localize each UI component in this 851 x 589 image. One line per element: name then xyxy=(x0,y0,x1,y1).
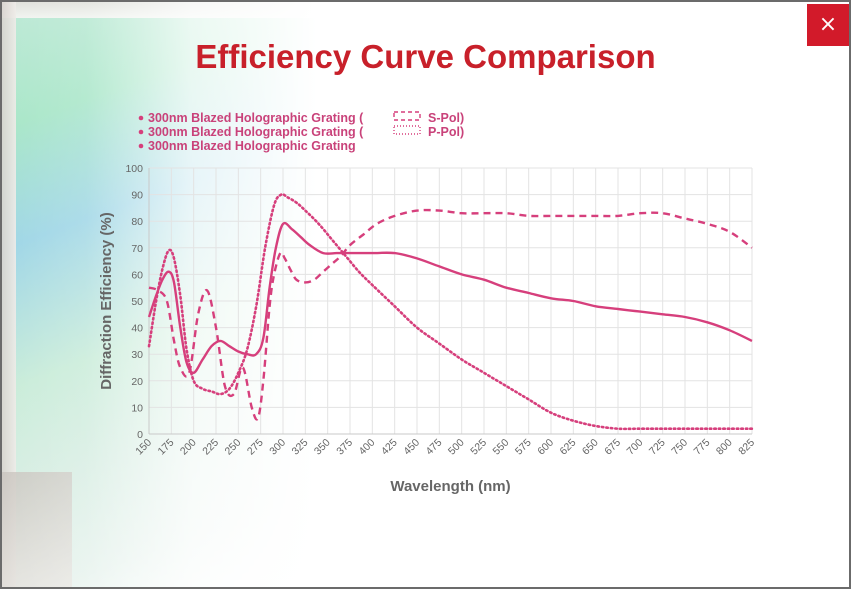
close-button[interactable]: × xyxy=(807,4,849,46)
y-tick-label: 80 xyxy=(131,216,143,228)
series-line-solid xyxy=(147,221,753,375)
y-tick-label: 60 xyxy=(131,269,143,281)
legend-bullet xyxy=(138,143,144,149)
x-axis-title: Wavelength (nm) xyxy=(390,478,510,495)
legend-label-suffix: S-Pol) xyxy=(428,111,464,125)
x-tick-label: 550 xyxy=(491,437,512,458)
legend-swatch-dashed xyxy=(393,111,421,121)
series-line-dotted xyxy=(147,192,754,431)
x-tick-label: 225 xyxy=(200,437,221,458)
y-axis-title: Diffraction Efficiency (%) xyxy=(98,212,115,390)
series-line-dashed xyxy=(148,208,753,421)
y-tick-label: 20 xyxy=(131,376,143,388)
x-tick-label: 575 xyxy=(513,437,534,458)
legend-label-suffix: P-Pol) xyxy=(428,125,464,139)
x-tick-label: 700 xyxy=(625,437,646,458)
x-tick-label: 750 xyxy=(669,437,690,458)
legend-label: 300nm Blazed Holographic Grating xyxy=(148,139,356,153)
x-tick-label: 650 xyxy=(580,437,601,458)
y-tick-label: 90 xyxy=(131,190,143,202)
y-tick-label: 30 xyxy=(131,349,143,361)
y-tick-label: 70 xyxy=(131,243,143,255)
x-tick-label: 500 xyxy=(446,437,467,458)
legend-swatch-dotted xyxy=(393,125,421,135)
y-tick-label: 40 xyxy=(131,323,143,335)
legend-bullet xyxy=(138,129,144,135)
y-tick-label: 100 xyxy=(125,163,143,175)
x-tick-label: 325 xyxy=(290,437,311,458)
legend-bullet xyxy=(138,115,144,121)
x-tick-label: 375 xyxy=(334,437,355,458)
x-tick-label: 400 xyxy=(357,437,378,458)
x-tick-label: 775 xyxy=(692,437,713,458)
x-tick-label: 300 xyxy=(267,437,288,458)
chart-title: Efficiency Curve Comparison xyxy=(195,38,656,75)
legend-label: 300nm Blazed Holographic Grating ( xyxy=(148,111,364,125)
x-tick-label: 275 xyxy=(245,437,266,458)
x-tick-label: 175 xyxy=(156,437,177,458)
x-tick-label: 425 xyxy=(379,437,400,458)
x-tick-label: 350 xyxy=(312,437,333,458)
x-tick-label: 600 xyxy=(535,437,556,458)
x-tick-label: 250 xyxy=(223,437,244,458)
y-tick-label: 0 xyxy=(137,429,143,441)
x-tick-label: 725 xyxy=(647,437,668,458)
x-tick-label: 675 xyxy=(602,437,623,458)
x-tick-label: 200 xyxy=(178,437,199,458)
x-tick-label: 475 xyxy=(424,437,445,458)
x-tick-label: 525 xyxy=(468,437,489,458)
y-tick-label: 10 xyxy=(131,402,143,414)
x-tick-label: 825 xyxy=(736,437,757,458)
x-tick-label: 625 xyxy=(558,437,579,458)
legend-label: 300nm Blazed Holographic Grating ( xyxy=(148,125,364,139)
x-tick-label: 450 xyxy=(401,437,422,458)
x-tick-label: 800 xyxy=(714,437,735,458)
background-fade xyxy=(2,2,422,587)
y-tick-label: 50 xyxy=(131,296,143,308)
